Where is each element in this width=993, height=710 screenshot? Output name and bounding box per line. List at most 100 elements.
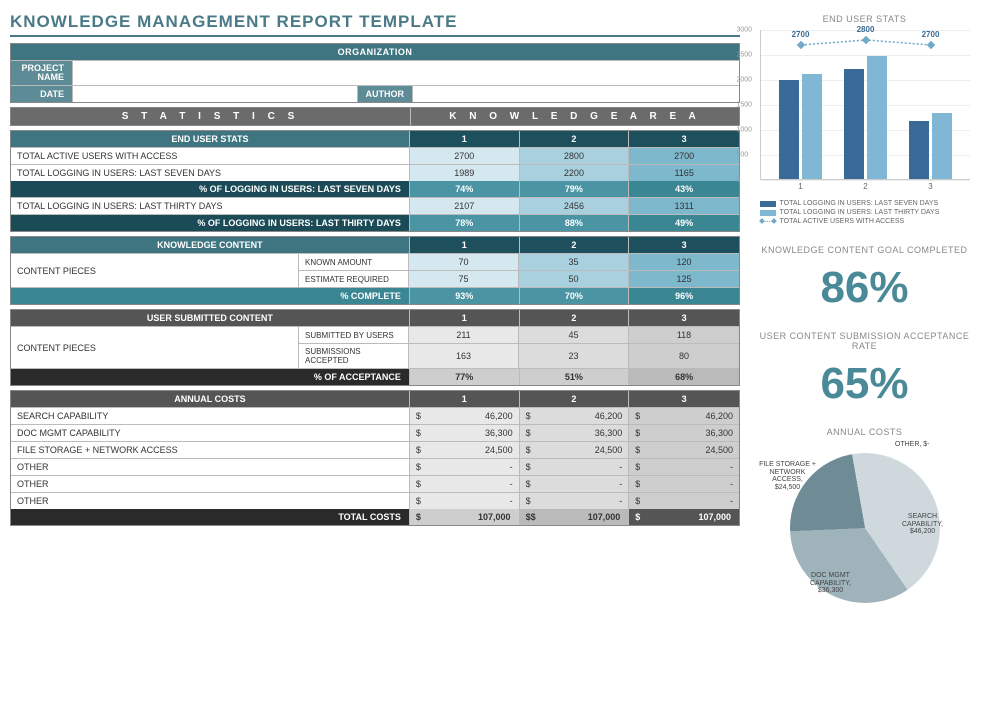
table-cell: 2200	[520, 165, 630, 181]
pct30-label: % OF LOGGING IN USERS: LAST THIRTY DAYS	[11, 215, 410, 231]
table-cell: $-	[410, 459, 520, 475]
us-pct-3: 68%	[629, 369, 739, 385]
pct30-1: 78%	[410, 215, 520, 231]
chart-title: END USER STATS	[823, 14, 907, 24]
author-field[interactable]	[413, 86, 739, 102]
ac-total-1: $107,000	[410, 509, 520, 525]
us-pct-1: 77%	[410, 369, 520, 385]
ac-col-3: 3	[629, 391, 739, 407]
table-cell: 80	[629, 344, 739, 368]
kpi2-title: USER CONTENT SUBMISSION ACCEPTANCE RATE	[752, 331, 977, 351]
table-cell: 1989	[410, 165, 520, 181]
group-label: CONTENT PIECES	[11, 254, 299, 288]
date-label: DATE	[11, 86, 73, 102]
sub-label: SUBMISSIONS ACCEPTED	[299, 344, 409, 368]
table-cell: $-	[520, 493, 630, 509]
kc-pct-1: 93%	[410, 288, 520, 304]
table-cell: 2700	[629, 148, 739, 164]
us-title: USER SUBMITTED CONTENT	[11, 310, 410, 326]
group-label: CONTENT PIECES	[11, 327, 299, 369]
table-cell: $24,500	[520, 442, 630, 458]
pct30-2: 88%	[520, 215, 630, 231]
table-cell: $46,200	[410, 408, 520, 424]
project-label: PROJECT NAME	[11, 61, 73, 85]
table-cell: 2700	[410, 148, 520, 164]
table-cell: $-	[410, 493, 520, 509]
table-cell: $-	[629, 459, 739, 475]
author-label: AUTHOR	[358, 86, 413, 102]
pie-other-label: OTHER, $-	[895, 441, 930, 449]
end-user-chart: 050010001500200025003000127002280032700	[760, 30, 970, 180]
kc-pct-label: % COMPLETE	[11, 288, 410, 304]
project-field[interactable]	[73, 61, 739, 85]
ac-total-label: TOTAL COSTS	[11, 509, 410, 525]
kpi1-title: KNOWLEDGE CONTENT GOAL COMPLETED	[761, 245, 967, 255]
page-title: KNOWLEDGE MANAGEMENT REPORT TEMPLATE	[10, 10, 740, 37]
sub-label: KNOWN AMOUNT	[299, 254, 409, 270]
us-pct-label: % OF ACCEPTANCE	[11, 369, 410, 385]
table-cell: $24,500	[410, 442, 520, 458]
table-cell: 125	[629, 271, 739, 287]
knowledge-area-header: K N O W L E D G E A R E A	[411, 108, 739, 125]
kpi1-value: 86%	[820, 263, 908, 313]
table-cell: 35	[519, 254, 629, 270]
annual-costs-table: ANNUAL COSTS 1 2 3 SEARCH CAPABILITY$46,…	[10, 390, 740, 526]
us-col-1: 1	[410, 310, 520, 326]
ac-total-3: $107,000	[629, 509, 739, 525]
pct7-2: 79%	[520, 181, 630, 197]
table-cell: 1165	[629, 165, 739, 181]
table-row-label: OTHER	[11, 459, 410, 475]
table-cell: 2800	[520, 148, 630, 164]
kpi2-value: 65%	[820, 359, 908, 409]
table-cell: $-	[520, 459, 630, 475]
table-row-label: TOTAL ACTIVE USERS WITH ACCESS	[11, 148, 410, 164]
end-user-title: END USER STATS	[11, 131, 410, 147]
statistics-header: S T A T I S T I C S	[11, 108, 411, 125]
chart-legend: TOTAL LOGGING IN USERS: LAST SEVEN DAYST…	[760, 198, 970, 227]
kc-pct-2: 70%	[520, 288, 630, 304]
ac-title: ANNUAL COSTS	[11, 391, 410, 407]
pie-label-storage: FILE STORAGE + NETWORK ACCESS,$24,500	[758, 461, 818, 492]
table-cell: $-	[629, 493, 739, 509]
kc-col-3: 3	[629, 237, 739, 253]
pct7-3: 43%	[629, 181, 739, 197]
ac-total-2: $$107,000	[520, 509, 630, 525]
table-cell: $36,300	[520, 425, 630, 441]
pie-chart: OTHER, $- FILE STORAGE + NETWORK ACCESS,…	[760, 443, 970, 613]
col-2: 2	[520, 131, 630, 147]
kc-title: KNOWLEDGE CONTENT	[11, 237, 410, 253]
row30-label: TOTAL LOGGING IN USERS: LAST THIRTY DAYS	[11, 198, 410, 214]
table-cell: $-	[629, 476, 739, 492]
us-pct-2: 51%	[520, 369, 630, 385]
kc-pct-3: 96%	[629, 288, 739, 304]
date-field[interactable]	[73, 86, 358, 102]
table-row-label: FILE STORAGE + NETWORK ACCESS	[11, 442, 410, 458]
table-cell: 211	[409, 327, 519, 343]
user-submitted-table: USER SUBMITTED CONTENT 1 2 3 CONTENT PIE…	[10, 309, 740, 386]
sub-label: SUBMITTED BY USERS	[299, 327, 409, 343]
table-cell: 70	[409, 254, 519, 270]
col-3: 3	[629, 131, 739, 147]
table-cell: $46,200	[520, 408, 630, 424]
table-cell: 75	[409, 271, 519, 287]
end-user-stats-table: END USER STATS 1 2 3 TOTAL ACTIVE USERS …	[10, 130, 740, 232]
org-label: ORGANIZATION	[11, 44, 739, 60]
sub-label: ESTIMATE REQUIRED	[299, 271, 409, 287]
table-row-label: SEARCH CAPABILITY	[11, 408, 410, 424]
row30-3: 1311	[629, 198, 739, 214]
kc-col-1: 1	[410, 237, 520, 253]
meta-box: ORGANIZATION PROJECT NAME DATE AUTHOR	[10, 43, 740, 103]
us-col-3: 3	[629, 310, 739, 326]
table-cell: 163	[409, 344, 519, 368]
pie-title: ANNUAL COSTS	[827, 427, 903, 437]
row30-2: 2456	[520, 198, 630, 214]
table-row-label: OTHER	[11, 493, 410, 509]
us-col-2: 2	[520, 310, 630, 326]
table-cell: 23	[519, 344, 629, 368]
pct30-3: 49%	[629, 215, 739, 231]
pct7-label: % OF LOGGING IN USERS: LAST SEVEN DAYS	[11, 181, 410, 197]
table-row-label: OTHER	[11, 476, 410, 492]
section-header-row: S T A T I S T I C S K N O W L E D G E A …	[10, 107, 740, 126]
table-cell: 45	[519, 327, 629, 343]
table-row-label: DOC MGMT CAPABILITY	[11, 425, 410, 441]
